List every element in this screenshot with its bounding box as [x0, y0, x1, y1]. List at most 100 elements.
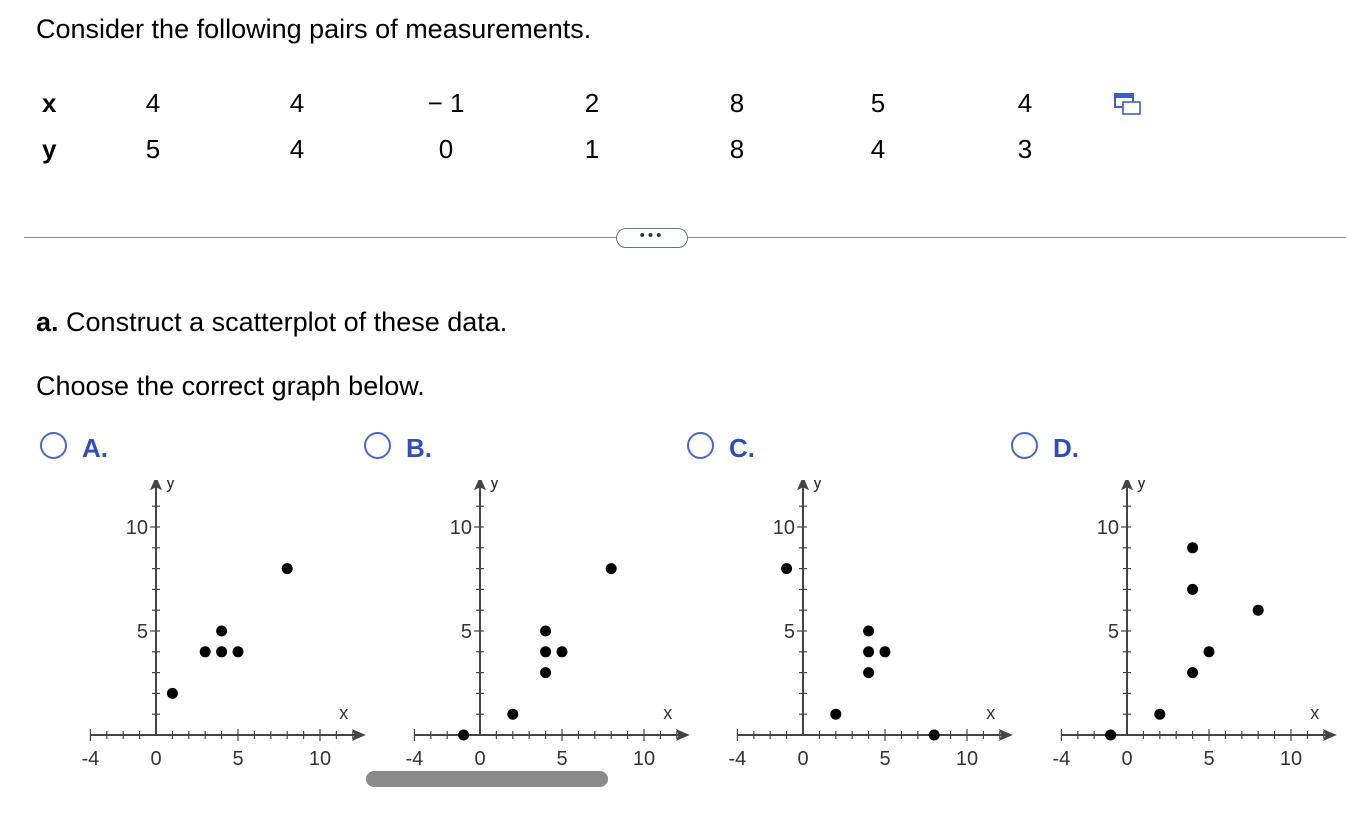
data-point [781, 563, 793, 575]
y-axis-arrow [474, 480, 486, 491]
x-cell: 4 [1017, 88, 1033, 118]
radio-button[interactable] [1011, 432, 1038, 459]
horizontal-scrollbar[interactable] [366, 771, 608, 787]
y-tick-label: 5 [137, 621, 148, 643]
scatterplot-b: -4 0 5 10 5 10 x y [406, 480, 690, 770]
x-tick-label: 5 [232, 748, 243, 770]
data-point [605, 563, 617, 575]
x-tick-label: 10 [956, 748, 978, 770]
y-axis-label: y [813, 480, 822, 492]
data-point [863, 646, 875, 658]
y-tick-label: 10 [450, 517, 472, 539]
y-cell: 3 [1017, 134, 1033, 164]
data-point [1203, 646, 1215, 658]
x-tick-label: -4 [729, 748, 747, 770]
data-point [1187, 583, 1199, 595]
x-cell: − 1 [427, 88, 465, 118]
intro-text: Consider the following pairs of measurem… [36, 14, 592, 44]
x-cell: 8 [729, 88, 745, 118]
data-point [540, 667, 552, 679]
data-point [507, 708, 519, 720]
x-axis-arrow [675, 729, 690, 741]
x-axis-label: x [339, 703, 348, 723]
data-point [232, 646, 244, 658]
data-point [556, 646, 568, 658]
y-tick-label: 5 [461, 621, 472, 643]
scatterplot-a: -4 0 5 10 5 10 x y [82, 480, 366, 770]
x-tick-label: 0 [1121, 748, 1132, 770]
x-row-label: x [42, 88, 57, 118]
question-part-a: a. Construct a scatterplot of these data… [36, 307, 507, 338]
data-point [830, 708, 842, 720]
y-axis-arrow [797, 480, 809, 491]
x-axis-arrow [351, 729, 366, 741]
part-letter: a. [36, 307, 59, 337]
y-cell: 1 [584, 134, 600, 164]
y-row-label: y [42, 134, 57, 164]
copy-data-icon[interactable] [1114, 92, 1142, 116]
data-point [540, 646, 552, 658]
data-point [1105, 729, 1117, 741]
radio-button[interactable] [364, 432, 391, 459]
x-tick-label: 0 [150, 748, 161, 770]
y-tick-label: 10 [1097, 517, 1119, 539]
y-axis-label: y [166, 480, 175, 492]
part-text: Construct a scatterplot of these data. [58, 307, 508, 337]
y-cell: 8 [729, 134, 745, 164]
option-label: C. [729, 433, 755, 463]
x-axis-arrow [1322, 729, 1337, 741]
y-axis-arrow [1121, 480, 1133, 491]
y-tick-label: 5 [784, 621, 795, 643]
radio-button[interactable] [40, 432, 67, 459]
y-cell: 5 [145, 134, 161, 164]
data-point [863, 625, 875, 637]
data-point [540, 625, 552, 637]
x-tick-label: 10 [633, 748, 655, 770]
data-point [1187, 667, 1199, 679]
x-cell: 5 [870, 88, 886, 118]
y-tick-label: 10 [126, 517, 148, 539]
x-tick-label: 0 [797, 748, 808, 770]
instruction-text: Choose the correct graph below. [36, 371, 425, 401]
data-point [281, 563, 293, 575]
x-tick-label: 5 [556, 748, 567, 770]
x-tick-label: 5 [879, 748, 890, 770]
x-tick-label: 0 [474, 748, 485, 770]
data-table: x y 4 4 − 1 2 8 5 4 5 4 0 1 8 4 3 [0, 0, 1346, 190]
option-label: D. [1053, 433, 1079, 463]
data-point [216, 625, 228, 637]
y-tick-label: 10 [773, 517, 795, 539]
y-axis-label: y [1137, 480, 1146, 492]
x-axis-label: x [663, 703, 672, 723]
y-axis-label: y [490, 480, 499, 492]
y-tick-label: 5 [1108, 621, 1119, 643]
x-axis-label: x [1310, 703, 1319, 723]
show-more-button[interactable]: ••• [616, 228, 688, 248]
data-point [216, 646, 228, 658]
option-label: A. [82, 433, 108, 463]
x-tick-label: -4 [406, 748, 424, 770]
data-point [1187, 542, 1199, 554]
option-label: B. [406, 433, 432, 463]
x-cell: 4 [289, 88, 305, 118]
x-axis-arrow [998, 729, 1013, 741]
y-cell: 4 [870, 134, 886, 164]
data-point [1252, 604, 1264, 616]
radio-button[interactable] [687, 432, 714, 459]
data-point [928, 729, 940, 741]
x-tick-label: 10 [1280, 748, 1302, 770]
x-cell: 2 [584, 88, 600, 118]
y-cell: 4 [289, 134, 305, 164]
x-tick-label: 10 [309, 748, 331, 770]
x-cell: 4 [145, 88, 161, 118]
data-point [166, 687, 178, 699]
data-point [879, 646, 891, 658]
y-cell: 0 [438, 134, 454, 164]
data-point [458, 729, 470, 741]
data-point [199, 646, 211, 658]
data-point [1154, 708, 1166, 720]
x-tick-label: 5 [1203, 748, 1214, 770]
data-point [863, 667, 875, 679]
scatterplot-d: -4 0 5 10 5 10 x y [1053, 480, 1337, 770]
x-tick-label: -4 [82, 748, 100, 770]
